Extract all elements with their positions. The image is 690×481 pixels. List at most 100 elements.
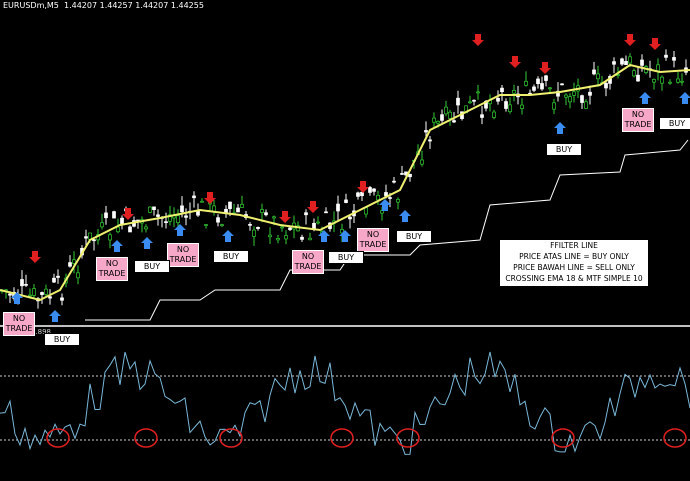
candle-body [192, 195, 196, 199]
candle-body [308, 237, 312, 241]
candle-body [236, 207, 240, 213]
buy-arrow [399, 210, 411, 222]
candle-body [252, 229, 256, 237]
quotes: 1.44207 1.44257 1.44207 1.44255 [63, 1, 204, 10]
buy-arrow [141, 237, 153, 249]
candle-body [524, 80, 528, 86]
buy-arrow [379, 199, 391, 211]
sell-arrow [204, 192, 216, 204]
buy-label: BUY [213, 250, 249, 263]
candle-body [612, 61, 616, 65]
candle-body [168, 214, 172, 222]
candle-body [48, 296, 52, 299]
buy-arrow [111, 240, 123, 252]
candle-body [72, 259, 76, 264]
candle-body [376, 195, 380, 201]
buy-arrow [49, 310, 61, 322]
candle-body [512, 90, 516, 94]
candle-body [560, 83, 564, 86]
candle-body [176, 215, 180, 223]
candle-body [84, 236, 88, 239]
candle-body [596, 73, 600, 80]
candle-body [408, 173, 412, 178]
candle-body [8, 293, 12, 296]
candle-body [220, 224, 224, 226]
candle-body [156, 214, 160, 217]
no-trade-label: NO TRADE [3, 312, 35, 336]
candle-body [604, 82, 608, 89]
candle-body [356, 192, 360, 197]
signal-circle [330, 428, 354, 448]
candle-body [544, 75, 548, 81]
candle-body [668, 81, 672, 84]
buy-arrow [318, 230, 330, 242]
candle-body [324, 211, 328, 214]
candle-body [144, 226, 148, 230]
candle-body [388, 197, 392, 199]
buy-arrow [174, 224, 186, 236]
candle-body [264, 212, 268, 216]
candle-body [440, 114, 444, 121]
candle-body [432, 117, 436, 123]
candle-body [564, 94, 568, 98]
buy-label: BUY [659, 117, 690, 130]
candle-body [288, 227, 292, 230]
candle-body [304, 212, 308, 216]
candle-body [672, 57, 676, 61]
candle-body [476, 91, 480, 94]
candle-body [372, 188, 376, 192]
candle-body [108, 234, 112, 241]
buy-arrow [554, 122, 566, 134]
candle-body [272, 216, 276, 219]
candle-body [68, 262, 72, 267]
signal-circle [663, 428, 687, 448]
buy-arrow [679, 92, 690, 104]
candle-body [424, 130, 428, 133]
signal-circle [396, 428, 420, 448]
candle-body [116, 226, 120, 233]
candle-body [280, 226, 284, 229]
candle-body [300, 236, 304, 240]
candle-body [104, 212, 108, 219]
signal-circle [46, 428, 70, 448]
candle-body [572, 91, 576, 96]
candle-body [24, 283, 28, 286]
candle-body [228, 201, 232, 210]
candle-body [40, 292, 44, 295]
candle-body [184, 215, 188, 218]
buy-arrow [639, 92, 651, 104]
candle-body [256, 226, 260, 229]
candle-body [532, 86, 536, 91]
candle-body [632, 70, 636, 77]
candle-body [420, 159, 424, 165]
candle-body [448, 111, 452, 119]
candle-body [656, 64, 660, 72]
no-trade-label: NO TRADE [167, 243, 199, 267]
candle-body [260, 209, 264, 214]
candle-body [268, 234, 272, 238]
sell-arrow [307, 201, 319, 213]
candle-body [548, 87, 552, 90]
candle-body [60, 297, 64, 301]
candle-body [452, 120, 456, 123]
candle-body [56, 275, 60, 278]
symbol: EURUSDm,M5 [3, 1, 59, 10]
candle-body [76, 272, 80, 279]
filter-line: CROSSING EMA 18 & MTF SIMPLE 10 [505, 274, 643, 283]
candle-body [92, 239, 96, 242]
candle-body [28, 294, 32, 297]
buy-arrow [339, 230, 351, 242]
candle-body [284, 235, 288, 240]
candle-body [620, 58, 624, 65]
candle-body [240, 203, 244, 208]
signal-circle [134, 428, 158, 448]
filter-box: FFILTER LINE PRICE ATAS LINE = BUY ONLY … [500, 240, 648, 286]
candle-body [400, 173, 404, 175]
buy-label: BUY [396, 230, 432, 243]
candle-body [216, 217, 220, 223]
candle-body [360, 191, 364, 197]
candle-body [660, 76, 664, 84]
buy-label: BUY [134, 260, 170, 273]
